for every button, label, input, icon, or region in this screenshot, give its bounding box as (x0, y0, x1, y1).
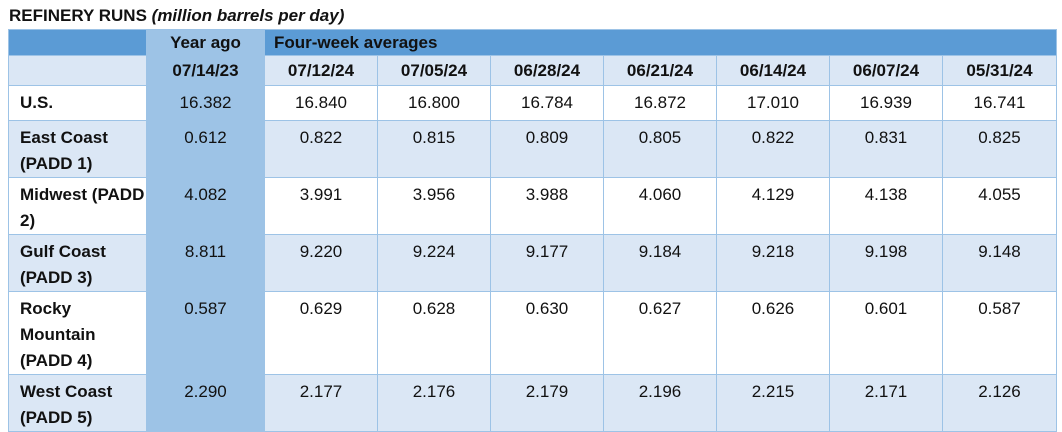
header-year-ago: Year ago (146, 29, 265, 56)
header-four-week-averages: Four-week averages (264, 29, 1057, 56)
value-cell: 0.628 (377, 291, 491, 375)
value-cell: 2.196 (603, 374, 717, 432)
value-cell: 0.822 (716, 120, 830, 178)
table-row: West Coast (PADD 5) 2.290 2.177 2.176 2.… (8, 374, 1057, 432)
date-header: 06/14/24 (716, 55, 830, 86)
row-label: Midwest (PADD 2) (8, 177, 147, 235)
value-cell: 4.138 (829, 177, 943, 235)
value-cell: 2.177 (264, 374, 378, 432)
table-row: East Coast (PADD 1) 0.612 0.822 0.815 0.… (8, 120, 1057, 178)
value-cell: 2.290 (146, 374, 265, 432)
title-unit: (million barrels per day) (151, 6, 345, 25)
value-cell: 16.784 (490, 85, 604, 121)
value-cell: 9.218 (716, 234, 830, 292)
value-cell: 2.176 (377, 374, 491, 432)
title-main: REFINERY RUNS (9, 6, 147, 25)
date-header: 06/07/24 (829, 55, 943, 86)
table-row: Midwest (PADD 2) 4.082 3.991 3.956 3.988… (8, 177, 1057, 235)
value-cell: 0.805 (603, 120, 717, 178)
value-cell: 16.939 (829, 85, 943, 121)
value-cell: 4.082 (146, 177, 265, 235)
value-cell: 16.741 (942, 85, 1057, 121)
value-cell: 4.055 (942, 177, 1057, 235)
table-row: Rocky Mountain (PADD 4) 0.587 0.629 0.62… (8, 291, 1057, 375)
value-cell: 9.220 (264, 234, 378, 292)
row-label: U.S. (8, 85, 147, 121)
value-cell: 0.809 (490, 120, 604, 178)
value-cell: 3.991 (264, 177, 378, 235)
header-row-groups: Year ago Four-week averages (8, 29, 1057, 56)
date-header: 07/14/23 (146, 55, 265, 86)
value-cell: 0.629 (264, 291, 378, 375)
value-cell: 0.627 (603, 291, 717, 375)
value-cell: 0.630 (490, 291, 604, 375)
value-cell: 16.800 (377, 85, 491, 121)
value-cell: 2.215 (716, 374, 830, 432)
row-label: West Coast (PADD 5) (8, 374, 147, 432)
value-cell: 0.825 (942, 120, 1057, 178)
value-cell: 9.224 (377, 234, 491, 292)
value-cell: 16.840 (264, 85, 378, 121)
value-cell: 16.382 (146, 85, 265, 121)
date-header: 06/28/24 (490, 55, 604, 86)
value-cell: 0.587 (942, 291, 1057, 375)
row-label: Gulf Coast (PADD 3) (8, 234, 147, 292)
date-header: 06/21/24 (603, 55, 717, 86)
date-header: 07/12/24 (264, 55, 378, 86)
date-header: 07/05/24 (377, 55, 491, 86)
value-cell: 0.612 (146, 120, 265, 178)
header-row-dates: 07/14/23 07/12/24 07/05/24 06/28/24 06/2… (8, 55, 1057, 86)
value-cell: 0.822 (264, 120, 378, 178)
value-cell: 0.815 (377, 120, 491, 178)
value-cell: 9.177 (490, 234, 604, 292)
value-cell: 2.171 (829, 374, 943, 432)
value-cell: 4.129 (716, 177, 830, 235)
table-title: REFINERY RUNS (million barrels per day) (9, 4, 344, 28)
value-cell: 0.587 (146, 291, 265, 375)
row-label: Rocky Mountain (PADD 4) (8, 291, 147, 375)
header-date-corner (8, 55, 147, 86)
value-cell: 3.988 (490, 177, 604, 235)
row-label: East Coast (PADD 1) (8, 120, 147, 178)
value-cell: 9.184 (603, 234, 717, 292)
refinery-runs-table: Year ago Four-week averages 07/14/23 07/… (8, 29, 1057, 432)
value-cell: 16.872 (603, 85, 717, 121)
table-row: Gulf Coast (PADD 3) 8.811 9.220 9.224 9.… (8, 234, 1057, 292)
value-cell: 3.956 (377, 177, 491, 235)
value-cell: 4.060 (603, 177, 717, 235)
value-cell: 0.626 (716, 291, 830, 375)
value-cell: 9.148 (942, 234, 1057, 292)
value-cell: 8.811 (146, 234, 265, 292)
value-cell: 2.126 (942, 374, 1057, 432)
value-cell: 2.179 (490, 374, 604, 432)
value-cell: 0.831 (829, 120, 943, 178)
header-corner (8, 29, 147, 56)
value-cell: 0.601 (829, 291, 943, 375)
date-header: 05/31/24 (942, 55, 1057, 86)
value-cell: 9.198 (829, 234, 943, 292)
table-row: U.S. 16.382 16.840 16.800 16.784 16.872 … (8, 85, 1057, 121)
value-cell: 17.010 (716, 85, 830, 121)
